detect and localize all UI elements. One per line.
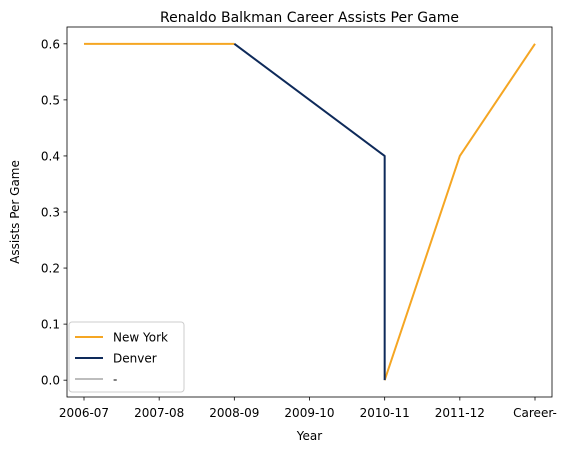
x-tick-label: 2009-10	[284, 406, 334, 420]
x-tick-label: 2008-09	[209, 406, 259, 420]
y-tick-label: 0.0	[41, 374, 60, 388]
x-tick-label: 2007-08	[134, 406, 184, 420]
y-tick-label: 0.2	[41, 262, 60, 276]
x-axis-label: Year	[296, 429, 322, 443]
legend: New York Denver -	[69, 322, 184, 392]
y-tick-label: 0.3	[41, 206, 60, 220]
chart-title: Renaldo Balkman Career Assists Per Game	[160, 10, 459, 26]
x-tick-label: 2011-12	[435, 406, 485, 420]
legend-label: New York	[113, 331, 168, 345]
y-tick-label: 0.6	[41, 37, 60, 51]
legend-label: -	[113, 373, 117, 387]
y-tick-label: 0.4	[41, 149, 60, 163]
y-axis-label: Assists Per Game	[8, 160, 22, 264]
y-tick-label: 0.1	[41, 318, 60, 332]
y-tick-label: 0.5	[41, 93, 60, 107]
legend-label: Denver	[113, 352, 157, 366]
x-tick-label: 2006-07	[59, 406, 109, 420]
x-tick-label: Career-	[513, 406, 557, 420]
x-tick-label: 2010-11	[360, 406, 410, 420]
